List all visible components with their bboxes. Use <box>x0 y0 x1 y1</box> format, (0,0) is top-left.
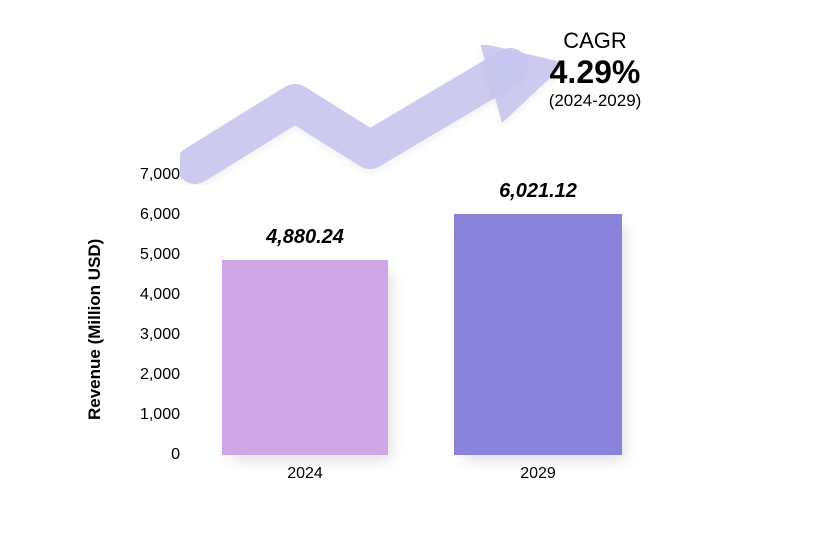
y-tick: 5,000 <box>122 246 180 264</box>
cagr-value: 4.29% <box>500 54 690 91</box>
cagr-block: CAGR 4.29% (2024-2029) <box>500 28 690 111</box>
y-tick: 2,000 <box>122 366 180 384</box>
y-tick: 7,000 <box>122 166 180 184</box>
y-tick: 3,000 <box>122 326 180 344</box>
bar-value-label: 6,021.12 <box>434 180 642 203</box>
cagr-label: CAGR <box>500 28 690 54</box>
y-tick: 4,000 <box>122 286 180 304</box>
bar-2029 <box>454 214 622 455</box>
y-axis-label: Revenue (Million USD) <box>85 239 105 420</box>
chart-stage: CAGR 4.29% (2024-2029) Revenue (Million … <box>0 0 820 538</box>
x-tick: 2029 <box>454 465 622 483</box>
y-tick: 0 <box>122 446 180 464</box>
cagr-range: (2024-2029) <box>500 91 690 111</box>
y-tick: 1,000 <box>122 406 180 424</box>
x-tick: 2024 <box>222 465 388 483</box>
y-tick: 6,000 <box>122 206 180 224</box>
bar-2024 <box>222 260 388 455</box>
bar-value-label: 4,880.24 <box>202 226 408 249</box>
arrow-body <box>195 67 510 165</box>
